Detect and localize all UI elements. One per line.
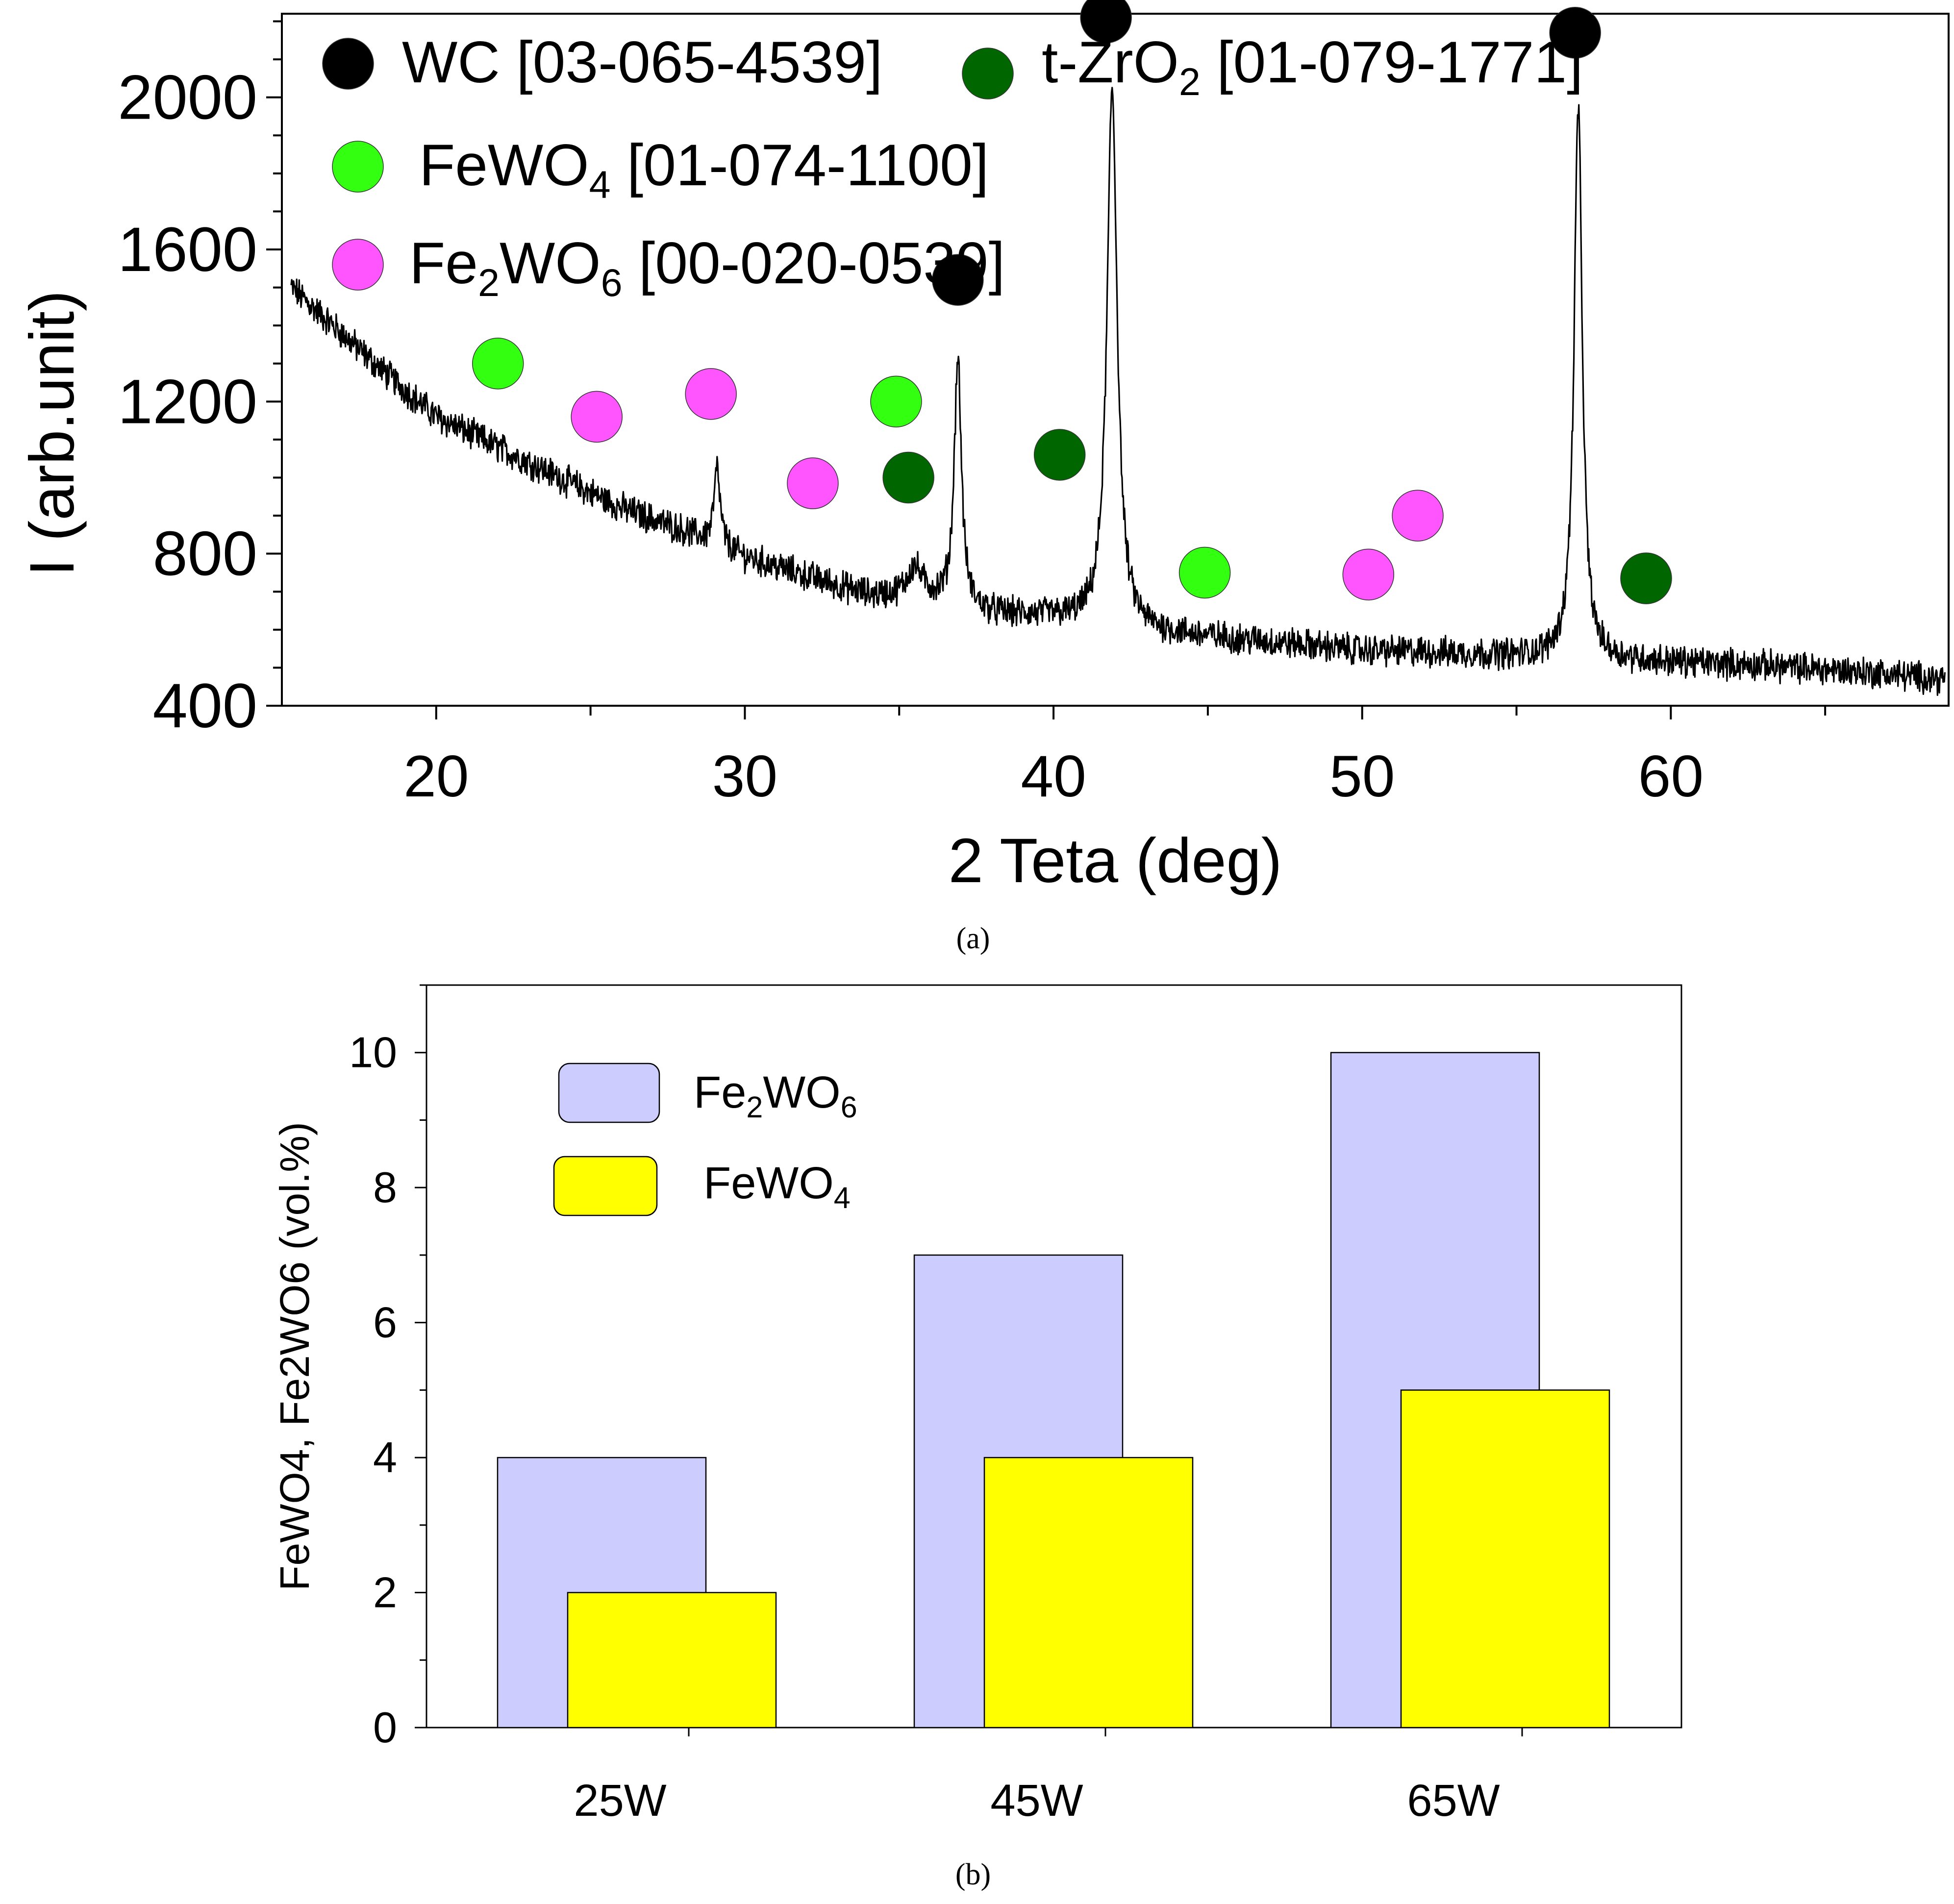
legend-label-tzro2: t-ZrO2 [01-079-1771] xyxy=(1042,29,1583,103)
plot-frame xyxy=(281,13,1950,707)
y-tick-label: 400 xyxy=(152,671,257,741)
bar-fewo4 xyxy=(567,1592,777,1729)
x-tick-label: 65W xyxy=(1407,1776,1500,1826)
y-tick-label: 6 xyxy=(373,1298,397,1347)
x-tick-label: 30 xyxy=(712,743,777,809)
y-tick-label: 8 xyxy=(373,1163,397,1212)
peak-marker-tzro2 xyxy=(882,451,934,504)
y-tick-label: 800 xyxy=(152,519,257,589)
legend-marker-wc xyxy=(322,38,374,90)
legend-label-fewo4: FeWO4 xyxy=(703,1158,851,1214)
legend-label-fewo4: FeWO4 [01-074-1100] xyxy=(419,132,989,206)
peak-marker-fe2wo6 xyxy=(685,368,737,420)
bar-fewo4 xyxy=(983,1457,1194,1729)
peak-marker-fe2wo6 xyxy=(1392,490,1444,542)
legend-label-wc: WC [03-065-4539] xyxy=(402,29,883,95)
y-axis-title: FeWO4, Fe2WO6 (vol.%) xyxy=(272,1122,318,1591)
legend-label-fe2wo6: Fe2WO6 xyxy=(694,1067,857,1124)
y-axis-title: I (arb.unit) xyxy=(17,290,87,576)
x-tick-label: 50 xyxy=(1329,743,1395,809)
peak-marker-wc xyxy=(1080,0,1132,44)
legend-swatch-fewo4 xyxy=(553,1156,658,1216)
phase-bar-chart: 0 2 4 6 8 10 FeWO4, Fe2WO6 (vol.%) 25W 45W 65W Fe2… xyxy=(272,984,1682,1826)
legend-swatch-fe2wo6 xyxy=(558,1063,660,1123)
x-axis-title: 2 Teta (deg) xyxy=(949,826,1282,896)
y-tick-label: 1600 xyxy=(118,215,257,285)
peak-marker-fe2wo6 xyxy=(1342,548,1395,601)
legend-marker-fe2wo6 xyxy=(332,239,384,291)
xrd-pattern-line xyxy=(290,87,1946,696)
x-tick-label: 20 xyxy=(403,743,469,809)
y-tick-label: 0 xyxy=(373,1703,397,1752)
y-tick-label: 1200 xyxy=(118,367,257,437)
peak-marker-tzro2 xyxy=(1033,429,1086,481)
x-tick-label: 25W xyxy=(574,1776,666,1826)
legend-marker-tzro2 xyxy=(962,48,1014,99)
xrd-chart: 20 30 40 50 60 400 800 1200 1600 2000 2 Teta (deg)… xyxy=(17,0,1950,896)
y-tick-label: 10 xyxy=(349,1028,397,1077)
legend-marker-fewo4 xyxy=(332,141,384,193)
x-tick-label: 45W xyxy=(990,1776,1083,1826)
panel-b-label: (b) xyxy=(955,1858,991,1891)
peak-marker-tzro2 xyxy=(1620,552,1672,604)
y-tick-label: 2000 xyxy=(118,63,257,133)
peak-marker-fe2wo6 xyxy=(787,457,839,509)
y-tick-label: 2 xyxy=(373,1568,397,1617)
x-tick-label: 60 xyxy=(1638,743,1703,809)
peak-marker-wc xyxy=(1549,7,1601,59)
peak-marker-fewo4 xyxy=(1178,546,1231,599)
x-tick-label: 40 xyxy=(1021,743,1086,809)
y-tick-label: 4 xyxy=(373,1433,397,1482)
peak-marker-fewo4 xyxy=(870,375,922,428)
peak-marker-fe2wo6 xyxy=(571,391,623,443)
peak-marker-wc xyxy=(932,254,984,306)
bar-fewo4 xyxy=(1400,1389,1610,1729)
peak-marker-fewo4 xyxy=(472,338,524,390)
panel-a-label: (a) xyxy=(956,922,990,955)
legend-label-fe2wo6: Fe2WO6 [00-020-0539] xyxy=(409,230,1005,304)
